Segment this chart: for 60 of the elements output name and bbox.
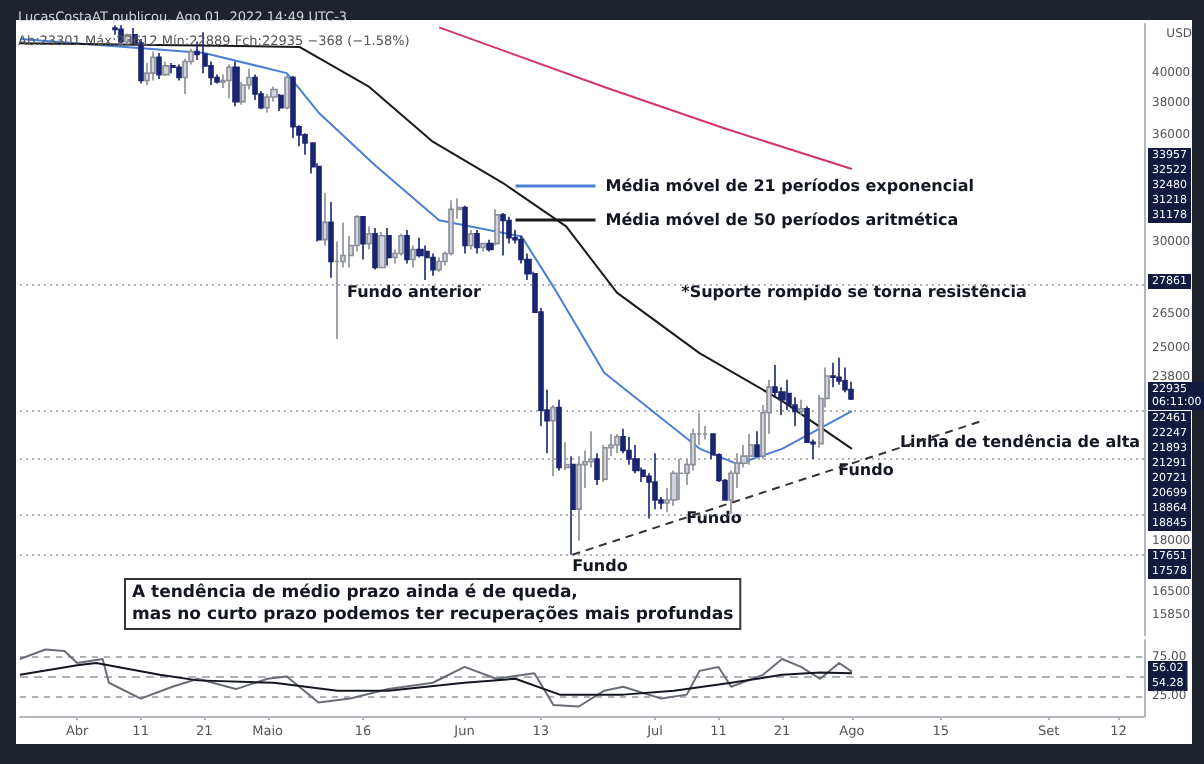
candlestick (360, 215, 366, 261)
legend-label: Média móvel de 50 períodos aritmética (605, 211, 959, 229)
candlestick (386, 227, 392, 267)
candlestick (372, 227, 378, 271)
legend-label: Média móvel de 21 períodos exponencial (605, 177, 975, 195)
candlestick (556, 399, 562, 472)
annotation: Linha de tendência de alta (899, 433, 1141, 451)
annotation: *Suporte rompido se torna resistência (681, 283, 1027, 301)
candlestick (632, 444, 640, 475)
candlestick (112, 24, 118, 36)
candlestick (232, 60, 240, 108)
candlestick (652, 452, 658, 510)
candlestick (798, 399, 804, 417)
candlestick (626, 435, 632, 466)
candlestick (576, 455, 582, 542)
candlestick (252, 73, 258, 101)
candlestick (278, 93, 284, 112)
candlestick (410, 244, 416, 269)
line-series (19, 661, 853, 696)
candlestick (366, 225, 372, 251)
candlestick (594, 452, 600, 486)
candlestick (500, 212, 506, 257)
candlestick (284, 73, 290, 111)
candlestick (322, 192, 328, 247)
candlestick (328, 201, 334, 279)
candlestick (176, 63, 182, 82)
candlestick (462, 204, 468, 255)
candlestick (226, 63, 232, 100)
candlestick (836, 357, 842, 386)
candlestick (754, 430, 760, 457)
candlestick (570, 455, 576, 556)
candlestick (748, 433, 754, 466)
candlestick (424, 244, 430, 281)
annotation: Fundo (572, 557, 629, 575)
candlestick (468, 229, 474, 251)
annotation: Fundo (838, 461, 895, 479)
annotation: A tendência de médio prazo ainda é de queda, mas no curto prazo podemos ter recuperações mais profundas (132, 583, 734, 625)
annotation: Fundo (686, 509, 743, 527)
line-series (438, 26, 853, 171)
candlestick (842, 366, 848, 393)
candlestick (398, 233, 404, 257)
candlestick (404, 229, 410, 265)
candlestick (378, 231, 386, 269)
candlestick (264, 93, 270, 114)
candlestick (614, 433, 620, 455)
candlestick (156, 52, 162, 80)
candlestick (474, 229, 480, 255)
annotation: Fundo anterior (347, 283, 482, 301)
candlestick (830, 361, 836, 388)
candlestick (494, 208, 500, 247)
candlestick (430, 252, 436, 277)
candlestick (290, 75, 296, 139)
candlestick (480, 242, 486, 253)
line-series (19, 648, 853, 708)
candlestick (150, 50, 156, 82)
candlestick (182, 57, 188, 95)
candlestick (436, 256, 442, 273)
candlestick (486, 238, 494, 253)
candlestick (162, 60, 170, 77)
candlestick (170, 62, 176, 74)
